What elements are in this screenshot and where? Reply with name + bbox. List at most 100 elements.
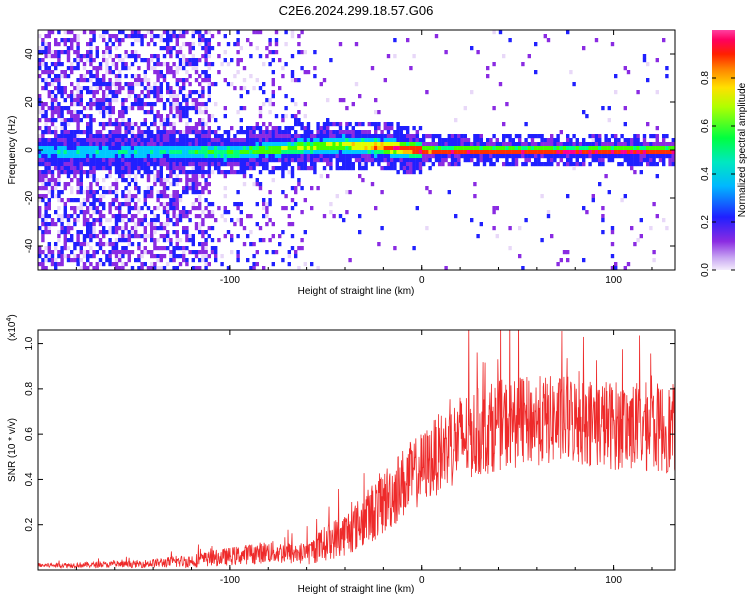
spectrogram-cell [111,202,115,207]
spectrogram-cell [322,122,327,127]
spectrogram-cell [642,146,647,151]
spectrogram-cell [143,198,147,203]
spectrogram-cell [386,54,391,59]
spectrogram-cell [217,238,221,243]
spectrogram-cell [153,102,157,107]
spectrogram-cell [98,142,103,147]
spectrogram-cell [66,142,71,147]
spectrogram-cell [566,194,570,199]
spectrogram-cell [47,34,51,39]
spectrogram-cell [169,142,173,147]
spectrogram-cell [406,150,410,155]
spectrogram-cell [255,154,259,159]
spectrogram-cell [268,238,272,243]
spectrogram-cell [351,138,355,143]
spectrogram-cell [274,134,279,139]
spectrogram-cell [470,46,474,51]
spectrogram-cell [610,254,615,259]
spectrogram-cell [406,170,410,175]
spectrogram-cell [655,134,659,139]
spectrogram-cell [594,158,599,163]
spectrogram-cell [188,74,192,79]
spectrogram-cell [342,146,346,151]
spectrogram-cell [70,190,74,195]
spectrogram-cell [159,158,163,163]
spectrogram-cell [278,154,282,159]
spectrogram-cell [156,98,160,103]
spectrogram-cell [114,78,119,83]
spectrogram-cell [60,154,64,159]
spectrogram-cell [143,58,147,63]
spectrogram-cell [623,138,627,143]
spectrogram-cell [159,162,163,167]
spectrogram-cell [127,170,131,175]
spectrogram-cell [345,130,349,135]
spectrogram-cell [159,154,163,159]
spectrogram-cell [662,158,666,163]
spectrogram-cell [76,166,80,171]
spectrogram-cell [646,122,650,127]
spectrogram-cell [354,134,359,139]
spectrogram-cell [620,134,624,139]
spectrogram-cell [143,150,147,155]
spectrogram-cell [175,254,179,259]
spectrogram-cell [342,150,346,155]
spectrogram-cell [82,142,87,147]
spectrogram-cell [92,134,96,139]
spectrogram-cell [553,154,557,159]
spectrogram-cell [204,170,208,175]
spectrogram-cell [70,146,74,151]
spectrogram-cell [434,146,439,151]
spectrogram-cell [614,154,618,159]
spectrogram-cell [591,146,595,151]
spectrogram-cell [207,134,211,139]
spectrogram-cell [281,114,285,119]
spectrogram-cell [223,174,227,179]
spectrogram-cell [63,86,67,91]
spectrogram-cell [178,114,183,119]
spectrogram-cell [70,170,74,175]
spectrogram-cell [47,138,51,143]
spectrogram-cell [82,74,87,79]
spectrogram-cell [556,142,560,147]
spectrogram-cell [546,210,551,215]
spectrogram-cell [124,238,128,243]
spectrogram-cell [98,222,103,227]
spectrogram-cell [182,258,186,263]
spectrogram-cell [182,170,186,175]
spectrogram-cell [54,246,58,251]
spectrogram-cell [338,142,343,147]
spectrogram-cell [108,206,112,211]
spectrogram-cell [223,218,227,223]
spectrogram-cell [652,154,656,159]
spectrogram-cell [60,138,64,143]
spectrogram-cell [214,102,218,107]
spectrogram-cell [79,158,83,163]
spectrogram-cell [306,130,311,135]
spectrogram-cell [191,90,195,95]
spectrogram-cell [601,106,605,111]
spectrogram-cell [127,154,131,159]
spectrogram-cell [201,218,205,223]
spectrogram-cell [239,170,243,175]
spectrogram-cell [146,142,151,147]
spectrogram-cell [415,138,419,143]
spectrogram-cell [377,134,381,139]
spectrogram-cell [150,210,154,215]
spectrogram-cell [364,166,368,171]
spectrogram-cell [610,226,615,231]
spectrogram-cell [114,226,119,231]
spectrogram-cell [153,138,157,143]
spectrogram-cell [249,42,253,47]
spectrogram-cell [322,154,327,159]
spectrogram-cell [162,74,167,79]
spectrogram-cell [329,130,333,135]
spectrogram-cell [92,74,96,79]
spectrogram-cell [156,190,160,195]
spectrogram-cell [598,146,602,151]
spectrogram-cell [198,214,202,219]
spectrogram-cell [284,42,288,47]
spectrogram-cell [582,110,586,115]
spectrogram-cell [489,146,493,151]
spectrogram-cell [492,154,496,159]
